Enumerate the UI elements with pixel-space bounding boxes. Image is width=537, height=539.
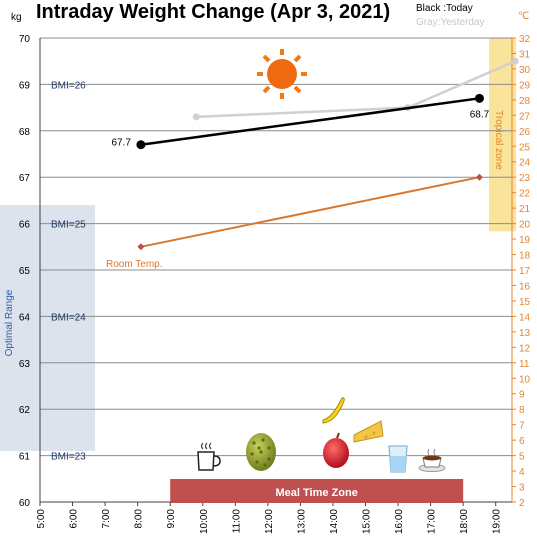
y2-tick-label: 2 <box>519 498 525 509</box>
yesterday-line <box>196 60 516 119</box>
room-temp-line <box>140 176 480 248</box>
y-unit-right: ℃ <box>518 11 529 22</box>
chart-title: Intraday Weight Change (Apr 3, 2021) <box>36 1 390 23</box>
y2-tick-label: 4 <box>519 467 525 478</box>
y2-tick-label: 17 <box>519 266 531 277</box>
y2-tick-label: 21 <box>519 204 531 215</box>
y2-tick-label: 30 <box>519 65 531 76</box>
bmi-label: BMI=26 <box>51 80 86 91</box>
y2-tick-label: 22 <box>519 189 531 200</box>
y2-tick-label: 13 <box>519 328 531 339</box>
x-tick-label: 6:00 <box>69 509 80 529</box>
bmi-label: BMI=25 <box>51 220 86 231</box>
room-temp-label: Room Temp. <box>106 259 163 270</box>
today-data-label: 68.7 <box>470 109 490 120</box>
yesterday-point <box>192 113 200 121</box>
x-tick-label: 8:00 <box>134 509 145 529</box>
y2-tick-label: 6 <box>519 436 525 447</box>
x-tick-label: 7:00 <box>101 509 112 529</box>
banana-icon <box>322 397 345 424</box>
y2-tick-label: 19 <box>519 235 531 246</box>
y-tick-label: 62 <box>19 405 31 416</box>
apple-icon <box>323 432 349 468</box>
yesterday-point <box>511 57 519 65</box>
y2-tick-labels: 2345678910111213141516171819202122232425… <box>512 34 531 509</box>
legend-today: Black :Today <box>416 3 473 14</box>
y-unit-left: kg <box>11 12 22 23</box>
x-tick-label: 11:00 <box>231 509 242 534</box>
y2-tick-label: 3 <box>519 483 525 494</box>
y2-tick-label: 26 <box>519 127 531 138</box>
y-tick-label: 68 <box>19 127 31 138</box>
y-tick-label: 64 <box>19 312 31 323</box>
y2-tick-label: 5 <box>519 452 525 463</box>
y-tick-label: 60 <box>19 498 31 509</box>
x-tick-label: 15:00 <box>362 509 373 534</box>
y-tick-label: 66 <box>19 220 31 231</box>
x-tick-label: 19:00 <box>492 509 503 534</box>
y2-tick-label: 18 <box>519 251 531 262</box>
x-tick-label: 5:00 <box>36 509 47 529</box>
cheese-icon <box>353 420 384 443</box>
y2-tick-label: 27 <box>519 111 531 122</box>
coffee-icon <box>197 442 221 471</box>
y-tick-label: 61 <box>19 452 31 463</box>
y-tick-label: 65 <box>19 266 31 277</box>
x-tick-label: 10:00 <box>199 509 210 534</box>
y2-tick-label: 25 <box>519 142 531 153</box>
y2-tick-label: 8 <box>519 405 525 416</box>
today-point <box>474 93 484 103</box>
y2-tick-label: 11 <box>519 359 530 370</box>
optimal-range-label: Optimal Range <box>4 289 15 356</box>
y2-tick-label: 16 <box>519 281 531 292</box>
y2-tick-label: 7 <box>519 421 525 432</box>
y2-tick-label: 14 <box>519 312 531 323</box>
y2-tick-label: 23 <box>519 173 531 184</box>
x-tick-label: 12:00 <box>264 509 275 534</box>
x-tick-label: 13:00 <box>296 509 307 534</box>
y2-tick-label: 15 <box>519 297 531 308</box>
legend-yesterday: Gray:Yesterday <box>416 17 485 28</box>
background-bands <box>0 38 516 451</box>
y2-tick-label: 10 <box>519 374 531 385</box>
meal-time-zone-label: Meal Time Zone <box>276 487 358 499</box>
water-glass-icon <box>388 445 408 473</box>
x-tick-label: 9:00 <box>166 509 177 529</box>
x-tick-label: 16:00 <box>394 509 405 534</box>
y2-tick-label: 28 <box>519 96 531 107</box>
x-tick-label: 14:00 <box>329 509 340 534</box>
optimal-range-band <box>0 205 95 451</box>
room-temp-point <box>137 243 145 251</box>
today-data-label: 67.7 <box>111 138 131 149</box>
today-line <box>140 97 480 146</box>
y-tick-label: 63 <box>19 359 31 370</box>
y2-tick-label: 20 <box>519 220 531 231</box>
x-tick-label: 18:00 <box>459 509 470 534</box>
hot-drink-icon <box>418 448 446 472</box>
sun-icon <box>257 49 307 99</box>
bmi-label: BMI=23 <box>51 452 86 463</box>
room-temp-point <box>475 173 483 181</box>
y-tick-label: 67 <box>19 173 31 184</box>
today-point <box>136 140 146 150</box>
y-tick-label: 69 <box>19 80 31 91</box>
y2-tick-label: 32 <box>519 34 531 45</box>
y2-tick-label: 9 <box>519 390 525 401</box>
y2-tick-label: 12 <box>519 343 531 354</box>
x-tick-label: 17:00 <box>427 509 438 534</box>
tropical-zone-label: Tropical zone <box>493 110 504 170</box>
bmi-label: BMI=24 <box>51 312 86 323</box>
y-tick-label: 70 <box>19 34 31 45</box>
y2-tick-label: 24 <box>519 158 531 169</box>
y2-tick-label: 29 <box>519 80 531 91</box>
y-tick-labels: 60 61 62 63 64 65 66 67 68 69 70 <box>19 34 31 509</box>
meal-time-zone-bar <box>170 479 464 503</box>
series-group: 67.7 68.7 <box>111 57 519 251</box>
grid-lines: BMI=26 BMI=25 BMI=24 BMI=23 <box>40 37 512 463</box>
y2-tick-label: 31 <box>519 49 531 60</box>
durian-icon <box>246 433 276 471</box>
x-tick-labels: 5:00 6:00 7:00 8:00 9:00 10:00 11:00 12:00 13:00… <box>36 502 503 534</box>
